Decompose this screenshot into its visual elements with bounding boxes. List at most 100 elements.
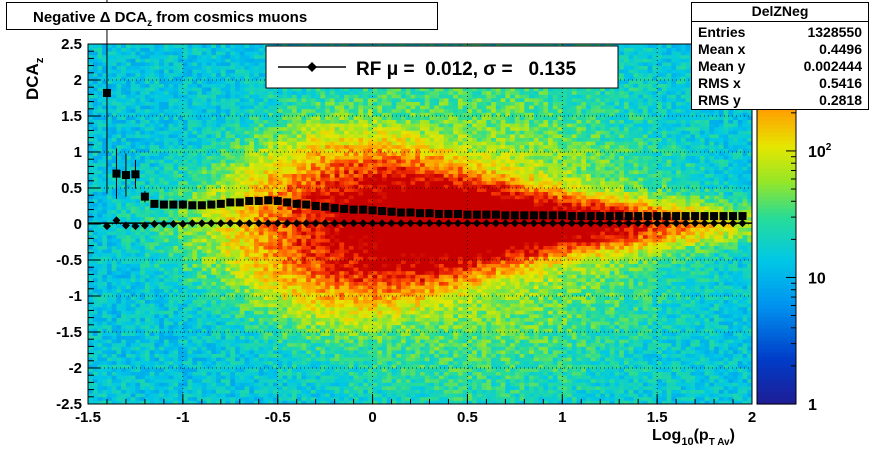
heat-cell <box>88 62 94 66</box>
heat-cell <box>211 101 217 106</box>
heat-cell <box>235 141 241 146</box>
heat-cell <box>301 137 307 142</box>
heat-cell <box>182 306 188 311</box>
heat-cell <box>263 281 269 286</box>
heat-cell <box>92 321 98 326</box>
heat-cell <box>121 303 127 308</box>
heat-cell <box>163 321 170 326</box>
heat-cell <box>282 177 288 182</box>
heat-cell <box>135 400 141 405</box>
heat-cell <box>258 148 264 153</box>
heat-cell <box>206 371 212 376</box>
heat-cell <box>258 386 264 390</box>
heat-cell <box>187 170 193 174</box>
heat-cell <box>159 306 165 311</box>
heat-cell <box>125 76 132 81</box>
heat-cell <box>320 292 326 297</box>
heat-cell <box>88 209 94 214</box>
heat-cell <box>149 206 155 210</box>
heat-cell <box>173 141 179 146</box>
heat-cell <box>230 216 236 221</box>
heat-cell <box>92 299 98 304</box>
heat-cell <box>211 353 217 358</box>
heat-cell <box>154 180 160 185</box>
heat-cell <box>201 321 207 326</box>
heat-cell <box>216 206 222 210</box>
heat-cell <box>121 98 127 102</box>
heat-cell <box>230 296 236 300</box>
heat-cell <box>116 209 122 214</box>
heat-cell <box>130 141 136 146</box>
heat-cell <box>97 47 103 52</box>
heat-cell <box>206 76 212 81</box>
heat-cell <box>125 51 132 56</box>
heat-cell <box>106 209 113 214</box>
heat-cell <box>310 227 317 232</box>
heat-cell <box>263 242 269 246</box>
heat-cell <box>159 310 165 315</box>
heat-cell <box>254 148 260 153</box>
heat-cell <box>97 353 103 358</box>
heat-cell <box>144 378 151 383</box>
heat-cell <box>211 252 217 257</box>
heat-cell <box>296 310 302 315</box>
heat-cell <box>173 256 179 261</box>
heat-cell <box>277 303 283 308</box>
heat-cell <box>135 130 141 135</box>
heat-cell <box>306 144 312 149</box>
heat-cell <box>144 371 151 376</box>
heat-cell <box>182 252 188 257</box>
heat-cell <box>225 159 231 164</box>
heat-cell <box>235 364 241 369</box>
heat-cell <box>163 303 170 308</box>
heat-cell <box>163 306 170 311</box>
heat-cell <box>154 378 160 383</box>
heat-cell <box>125 213 132 218</box>
heat-cell <box>201 54 207 59</box>
heat-cell <box>206 252 212 257</box>
heat-cell <box>258 281 264 286</box>
heat-cell <box>135 180 141 185</box>
heat-cell <box>291 299 298 304</box>
heat-cell <box>106 152 113 156</box>
heat-cell <box>125 54 132 59</box>
heat-cell <box>116 252 122 257</box>
heat-cell <box>291 310 298 315</box>
heat-cell <box>216 51 222 56</box>
heat-cell <box>282 130 288 135</box>
heat-cell <box>111 83 117 88</box>
heat-cell <box>301 90 307 95</box>
heat-cell <box>168 389 174 394</box>
heat-cell <box>154 396 160 401</box>
heat-cell <box>159 375 165 380</box>
heat-cell <box>287 155 293 160</box>
heat-cell <box>206 274 212 279</box>
heat-cell <box>263 87 269 92</box>
heat-cell <box>159 184 165 189</box>
heat-cell <box>88 198 94 203</box>
heat-cell <box>244 62 250 66</box>
heat-cell <box>197 188 203 192</box>
heat-cell <box>216 314 222 318</box>
heat-cell <box>272 159 279 164</box>
heat-cell <box>111 267 117 272</box>
heat-cell <box>291 134 298 138</box>
heat-cell <box>182 357 188 362</box>
heat-cell <box>206 321 212 326</box>
heat-cell <box>154 274 160 279</box>
heat-cell <box>249 245 255 250</box>
heat-cell <box>140 213 146 218</box>
heat-cell <box>111 299 117 304</box>
heat-cell <box>258 238 264 243</box>
heat-cell <box>111 389 117 394</box>
heat-cell <box>149 270 155 275</box>
heat-cell <box>121 209 127 214</box>
heat-cell <box>197 141 203 146</box>
heat-cell <box>235 224 241 228</box>
heat-cell <box>220 162 226 167</box>
heat-cell <box>282 314 288 318</box>
heat-cell <box>220 177 226 182</box>
heat-cell <box>254 65 260 70</box>
heat-cell <box>287 166 293 171</box>
heat-cell <box>272 170 279 174</box>
